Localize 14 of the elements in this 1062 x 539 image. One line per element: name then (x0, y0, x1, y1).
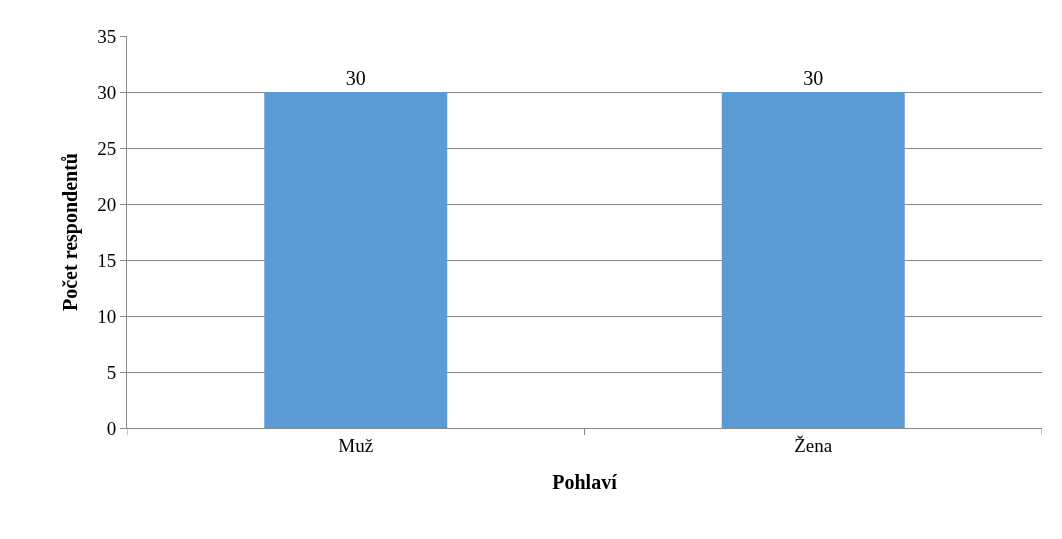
y-tick-label: 10 (97, 305, 117, 327)
y-tick-label: 20 (97, 193, 117, 215)
y-axis-title: Počet respondentů (58, 153, 82, 311)
data-label: 30 (345, 67, 366, 89)
data-label: 30 (803, 67, 824, 89)
x-tick-label: Muž (338, 434, 374, 456)
y-tick-label: 30 (97, 81, 117, 103)
x-axis-title: Pohlaví (552, 471, 618, 494)
y-tick-label: 15 (97, 249, 117, 271)
y-tick-label: 25 (97, 137, 117, 159)
y-tick-label: 0 (106, 417, 117, 439)
y-tick-label: 35 (97, 25, 117, 47)
y-tick-label: 5 (106, 361, 117, 383)
x-tick-label: Žena (794, 434, 833, 456)
